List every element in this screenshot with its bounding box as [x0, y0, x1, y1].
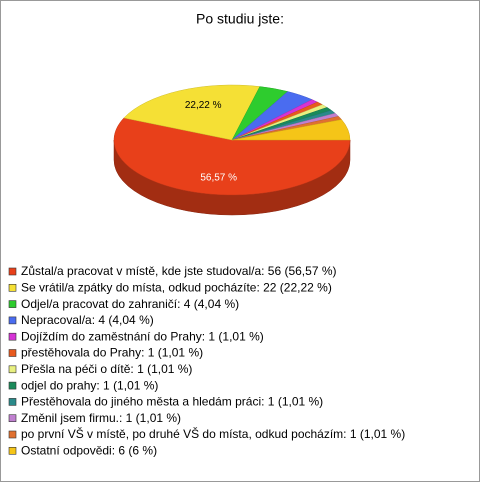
slice-label: 22,22 % [185, 100, 222, 111]
legend-swatch [8, 349, 17, 357]
legend-swatch [8, 430, 17, 439]
legend-label: Změnil jsem firmu.: 1 (1,01 %) [21, 411, 181, 425]
legend-label: Zůstal/a pracovat v místě, kde jste stud… [21, 264, 337, 278]
slice [113, 117, 351, 196]
slice-label: 56,57 % [200, 172, 237, 183]
legend-label: Dojíždím do zaměstnání do Prahy: 1 (1,01… [21, 329, 264, 343]
legend-swatch [8, 332, 17, 341]
legend-swatch [8, 381, 17, 390]
chart-title: Po studiu jste: [196, 11, 284, 27]
legend-swatch [8, 446, 17, 455]
legend-label: Se vrátil/a zpátky do místa, odkud pochá… [21, 280, 332, 294]
slice [231, 119, 351, 141]
legend-swatch [8, 283, 17, 292]
legend-label: Odjel/a pracovat do zahraničí: 4 (4,04 %… [21, 297, 239, 311]
legend-swatch [8, 267, 17, 276]
legend-swatch [8, 300, 17, 308]
legend-swatch [8, 414, 17, 423]
legend-label: Přestěhovala do jiného města a hledám pr… [21, 395, 323, 409]
legend-label: přestěhovala do Prahy: 1 (1,01 %) [21, 346, 203, 360]
slice [123, 84, 261, 141]
legend-label: Ostatní odpovědi: 6 (6 %) [21, 443, 157, 457]
legend-swatch [8, 398, 17, 406]
legend-label: Přešla na péči o dítě: 1 (1,01 %) [21, 362, 192, 376]
legend-label: po první VŠ v místě, po druhé VŠ do míst… [21, 426, 405, 441]
legend-swatch [8, 365, 17, 374]
legend-label: odjel do prahy: 1 (1,01 %) [21, 378, 158, 392]
legend-label: Nepracoval/a: 4 (4,04 %) [21, 313, 154, 327]
legend-swatch [8, 316, 17, 325]
